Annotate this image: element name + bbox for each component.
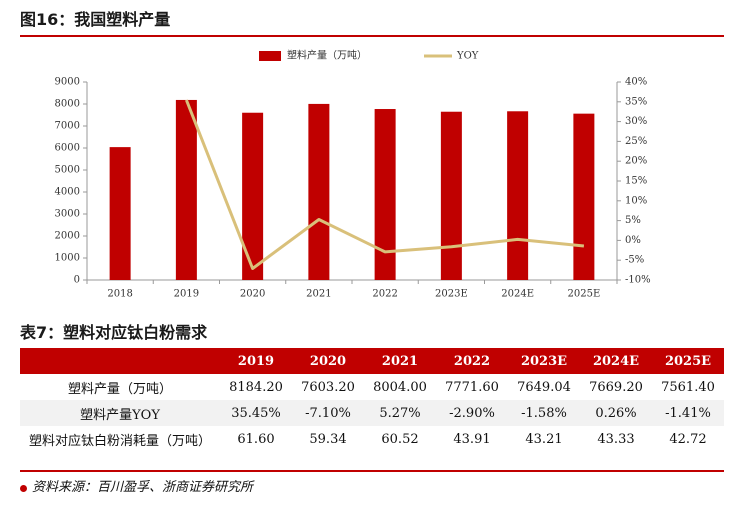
header-cell: 2021: [364, 348, 436, 374]
y-right-tick-label: 30%: [625, 116, 647, 127]
table-header-row: 2019 2020 2021 2022 2023E 2024E 2025E: [20, 348, 724, 374]
bar: [175, 99, 197, 280]
source-note: 资料来源：百川盈孚、浙商证券研究所: [20, 478, 253, 498]
source-rule: [20, 470, 724, 472]
y-right-tick-label: 35%: [625, 96, 647, 107]
row-label: 塑料对应钛白粉消耗量（万吨）: [28, 433, 211, 449]
table-cell: 5.27%: [364, 400, 436, 426]
y-left-tick-label: 7000: [55, 121, 80, 132]
y-left-tick-label: 6000: [55, 143, 80, 154]
table-cell: -1.58%: [508, 400, 580, 426]
bar: [109, 147, 131, 280]
bar: [374, 109, 396, 280]
table-cell: -7.10%: [292, 400, 364, 426]
table-cell: 7649.04: [517, 379, 571, 395]
table-cell: 43.33: [597, 431, 635, 447]
y-right-tick-label: 0%: [625, 235, 641, 246]
header-cell: 2022: [436, 348, 508, 374]
y-left-tick-label: 4000: [55, 187, 80, 198]
bar: [507, 111, 529, 280]
y-left-tick-label: 3000: [55, 209, 80, 220]
table-row: 塑料产量（万吨） 8184.20 7603.20 8004.00 7771.60…: [20, 374, 724, 400]
y-right-tick-label: 10%: [625, 195, 647, 206]
x-tick-label: 2024E: [501, 289, 534, 300]
legend-bar-swatch: [259, 51, 281, 61]
y-left-tick-label: 2000: [55, 231, 80, 242]
production-chart: 0 1000 2000 3000 4000 5000 6000 7000 8000 9000 -10…: [55, 49, 651, 300]
table-cell: 43.91: [453, 431, 491, 447]
y-left-tick-label: 5000: [55, 165, 80, 176]
x-tick-label: 2021: [306, 289, 331, 300]
demand-table: 2019 2020 2021 2022 2023E 2024E 2025E 塑料…: [20, 348, 724, 452]
table-cell: 0.26%: [580, 400, 652, 426]
figure-title: 图16：我国塑料产量: [20, 10, 171, 29]
row-label: 塑料产量YOY: [20, 400, 220, 426]
table-cell: -2.90%: [436, 400, 508, 426]
title-rule: [20, 35, 724, 37]
y-right-tick-label: 5%: [625, 215, 641, 226]
header-cell: 2025E: [652, 348, 724, 374]
table-cell: 7771.60: [445, 379, 499, 395]
y-right-tick-label: 20%: [625, 156, 647, 167]
table-cell: 8004.00: [373, 379, 427, 395]
y-right-tick-label: 40%: [625, 77, 647, 88]
x-tick-label: 2020: [240, 289, 265, 300]
x-tick-label: 2018: [107, 289, 132, 300]
row-label: 塑料产量（万吨）: [67, 381, 172, 397]
y-right-tick-label: 15%: [625, 176, 647, 187]
table-cell: 42.72: [669, 431, 707, 447]
table-cell: 61.60: [237, 431, 275, 447]
x-tick-label: 2025E: [568, 289, 601, 300]
header-cell: 2023E: [508, 348, 580, 374]
y-right-tick-label: -10%: [625, 275, 651, 286]
bar: [440, 111, 462, 280]
header-cell: 2020: [292, 348, 364, 374]
bar: [308, 103, 330, 280]
table-cell: 7561.40: [661, 379, 715, 395]
x-tick-label: 2023E: [435, 289, 468, 300]
legend-line-label: YOY: [456, 51, 479, 62]
y-right-tick-label: -5%: [625, 255, 644, 266]
y-left-tick-label: 1000: [55, 253, 80, 264]
source-text: 资料来源：百川盈孚、浙商证券研究所: [32, 480, 254, 495]
yoy-line: [185, 99, 585, 270]
header-cell: [20, 348, 220, 374]
legend-bar-label: 塑料产量（万吨）: [287, 49, 367, 62]
table-cell: 43.21: [525, 431, 563, 447]
table-cell: 7669.20: [589, 379, 643, 395]
bar: [242, 112, 264, 280]
table-cell: 60.52: [381, 431, 419, 447]
bar: [573, 113, 595, 280]
header-cell: 2024E: [580, 348, 652, 374]
x-tick-label: 2019: [174, 289, 199, 300]
x-tick-label: 2022: [372, 289, 397, 300]
table-cell: -1.41%: [652, 400, 724, 426]
table-cell: 7603.20: [301, 379, 355, 395]
table-title: 表7：塑料对应钛白粉需求: [20, 323, 208, 342]
y-left-tick-label: 8000: [55, 99, 80, 110]
bullet-icon: [20, 484, 27, 492]
y-left-tick-label: 9000: [55, 77, 80, 88]
table-row: 塑料产量YOY 35.45% -7.10% 5.27% -2.90% -1.58…: [20, 400, 724, 426]
table-row: 塑料对应钛白粉消耗量（万吨） 61.60 59.34 60.52 43.91 4…: [20, 426, 724, 452]
table-cell: 8184.20: [229, 379, 283, 395]
table-cell: 59.34: [309, 431, 347, 447]
header-cell: 2019: [220, 348, 292, 374]
y-right-tick-label: 25%: [625, 136, 647, 147]
y-left-tick-label: 0: [74, 275, 80, 286]
table-cell: 35.45%: [220, 400, 292, 426]
